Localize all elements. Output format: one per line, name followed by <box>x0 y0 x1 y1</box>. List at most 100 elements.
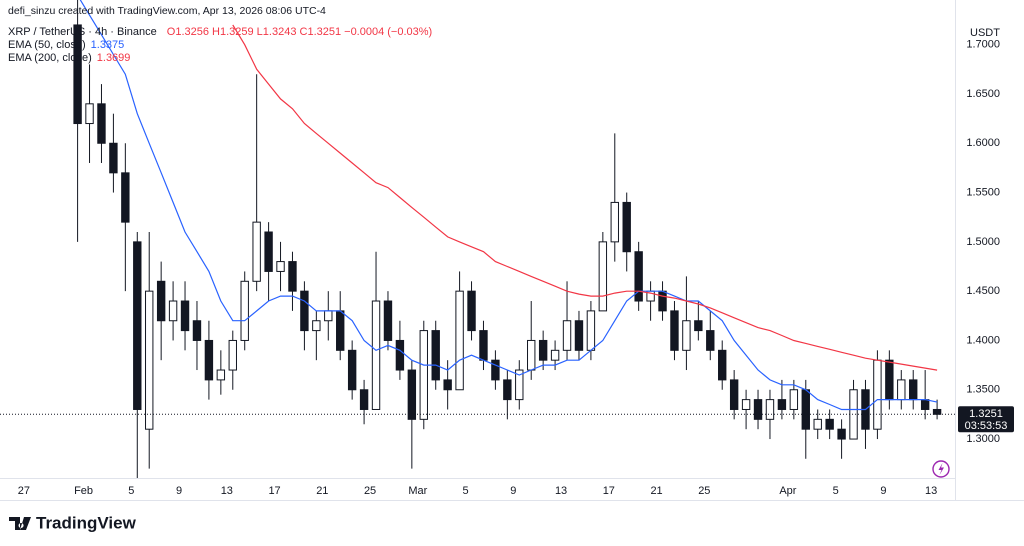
candle-body <box>634 251 643 302</box>
candle-body <box>885 359 894 401</box>
symbol-legend: XRP / TetherUS · 4h · Binance O1.3256 H1.… <box>8 26 432 38</box>
candle-body <box>240 280 249 341</box>
y-tick-label: 1.4500 <box>966 285 1000 297</box>
x-tick-label: 5 <box>463 485 469 497</box>
candle-body <box>873 359 882 430</box>
y-tick-label: 1.3500 <box>966 384 1000 396</box>
candle-body <box>455 290 464 391</box>
candle-body <box>324 310 333 322</box>
x-tick-label: Apr <box>779 485 796 497</box>
symbol: XRP / TetherUS · 4h · Binance <box>8 26 157 38</box>
candle-body <box>765 399 775 420</box>
x-tick-label: 21 <box>316 485 328 497</box>
candle-body <box>467 290 476 332</box>
candle-body <box>121 172 130 223</box>
candle-body <box>204 339 214 381</box>
candle-body <box>264 231 273 272</box>
candle-body <box>801 389 810 430</box>
candle-body <box>598 241 608 312</box>
candle-body <box>741 399 751 410</box>
ema-line <box>232 24 938 371</box>
attribution: defi_sinzu created with TradingView.com,… <box>8 5 326 17</box>
candle-body <box>109 142 118 174</box>
ema50-legend: EMA (50, close) 1.3375 <box>8 39 124 51</box>
candle-body <box>849 389 858 440</box>
y-tick-label: 1.5500 <box>966 186 1000 198</box>
candle-body <box>753 399 763 420</box>
candle-body <box>789 389 799 410</box>
x-tick-label: 21 <box>650 485 662 497</box>
candle-body <box>777 399 787 410</box>
alert-circle <box>932 460 950 478</box>
x-tick-label: 5 <box>128 485 134 497</box>
candle-body <box>586 310 596 351</box>
x-tick-label: 9 <box>176 485 182 497</box>
candle-body <box>156 280 166 322</box>
x-tick-label: 13 <box>555 485 567 497</box>
candle-body <box>145 290 154 430</box>
candle-body <box>407 369 417 420</box>
candle-body <box>515 369 524 401</box>
candle-body <box>622 201 631 253</box>
candle-body <box>682 320 691 351</box>
y-tick-label: 1.3000 <box>966 433 1000 445</box>
candle-body <box>216 369 226 381</box>
candle-body <box>252 221 261 282</box>
candle-body <box>813 418 822 430</box>
candle-body <box>431 330 440 381</box>
candle-body <box>909 379 918 401</box>
x-tick-label: 17 <box>268 485 280 497</box>
x-tick-label: 25 <box>698 485 710 497</box>
alert-icon <box>932 460 950 478</box>
axes: 1.3000 1.3500 1.4000 1.4500 1.5000 1.5500 1.60… <box>18 39 1000 497</box>
candle-body <box>527 339 536 371</box>
candle-body <box>491 359 500 381</box>
candle-body <box>706 330 715 351</box>
brand-logo: TradingView <box>9 513 137 532</box>
currency: USDT <box>970 27 1000 39</box>
x-tick-label: Feb <box>74 485 93 497</box>
x-tick-label: 27 <box>18 485 30 497</box>
candle-body <box>550 349 560 361</box>
ohlc-readout: O1.3256 H1.3259 L1.3243 C1.3251 −0.0004 … <box>167 26 432 38</box>
x-tick-label: Mar <box>408 485 427 497</box>
y-tick-label: 1.6000 <box>966 137 1000 149</box>
candle-body <box>920 399 930 410</box>
logo-mark <box>9 517 31 530</box>
candle-body <box>574 320 584 351</box>
candle-body <box>168 300 178 322</box>
candle-body <box>694 320 703 332</box>
candle-body <box>419 330 428 420</box>
x-tick-label: 13 <box>221 485 233 497</box>
x-tick-label: 5 <box>833 485 839 497</box>
candle-body <box>837 428 846 440</box>
candle-body <box>133 241 142 410</box>
candle-body <box>336 310 345 351</box>
y-tick-label: 1.5000 <box>966 236 1000 248</box>
ema-line <box>79 0 938 411</box>
candle-body <box>347 349 357 391</box>
candle-body <box>288 261 297 292</box>
candle-body <box>897 379 906 401</box>
y-tick-label: 1.7000 <box>966 39 1000 51</box>
candle-body <box>503 379 512 401</box>
candle-body <box>610 201 619 243</box>
countdown: 03:53:53 <box>965 420 1008 432</box>
candle-body <box>932 408 942 415</box>
candle-body <box>825 418 834 430</box>
candle-body <box>85 103 94 125</box>
candle-body <box>538 339 548 361</box>
x-tick-label: 25 <box>364 485 376 497</box>
candle-body <box>312 320 321 332</box>
candle-body <box>718 349 727 381</box>
candle-body <box>359 389 369 410</box>
candle-body <box>73 24 82 125</box>
candle-body <box>395 339 405 371</box>
candle-body <box>729 379 739 410</box>
legend-name: EMA (50, close) <box>8 39 86 51</box>
candle-body <box>180 300 190 332</box>
candle-body <box>97 103 106 144</box>
